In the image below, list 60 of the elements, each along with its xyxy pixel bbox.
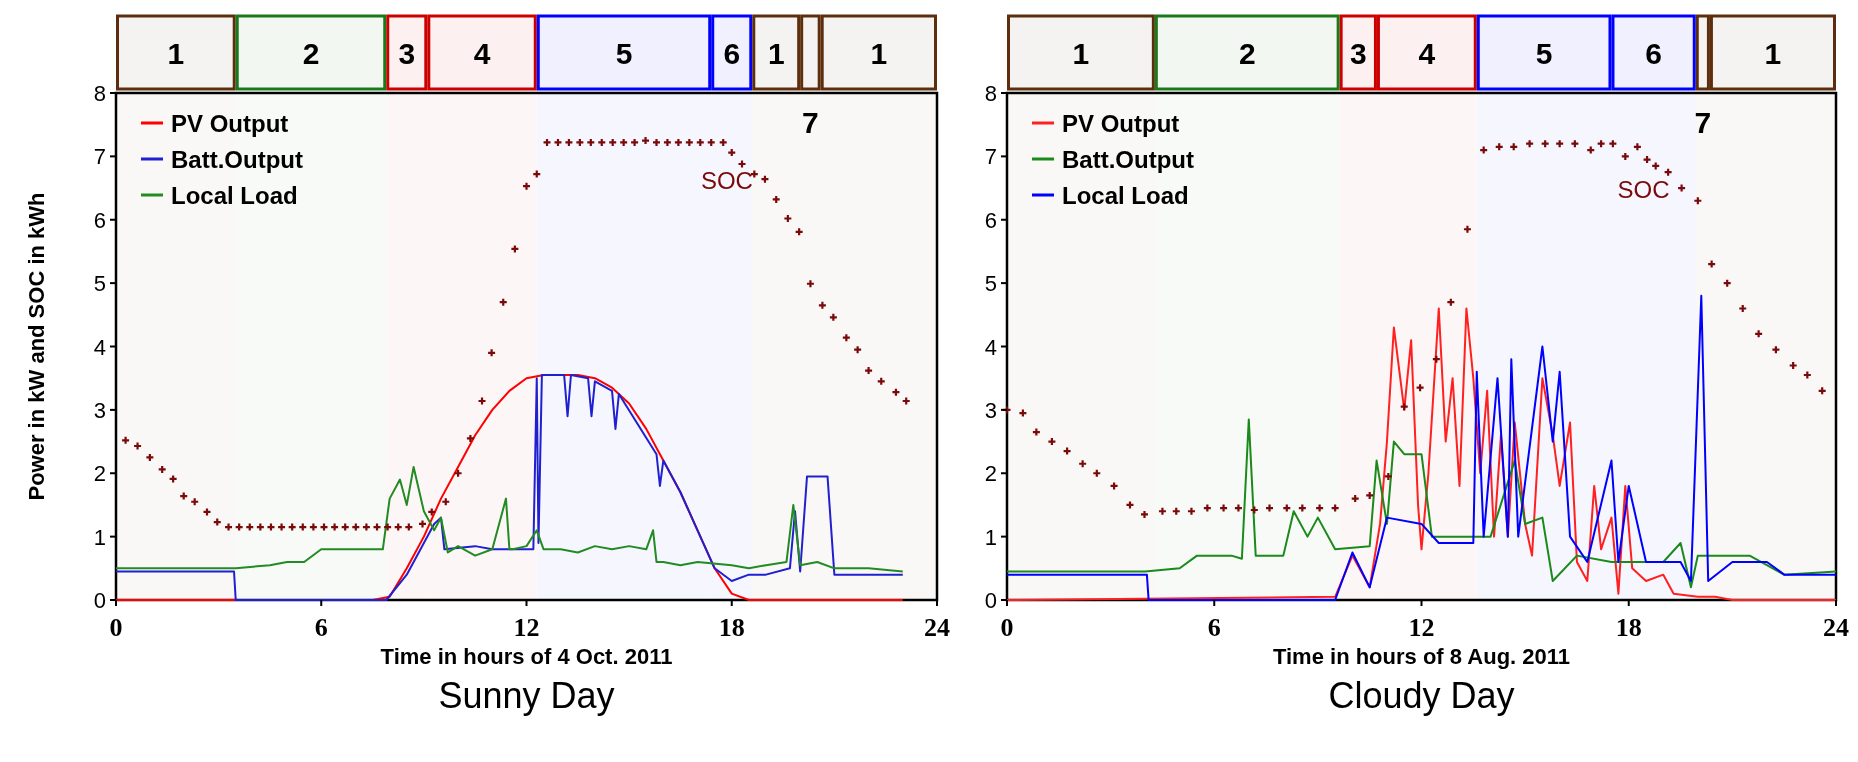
band-label: 4 — [473, 36, 491, 70]
y-tick-label: 1 — [984, 524, 997, 550]
legend-label: PV Output — [1062, 110, 1180, 137]
band-label: 7 — [1694, 106, 1712, 139]
legend-label: Local Load — [1062, 182, 1189, 209]
point — [1677, 183, 1687, 193]
band-label: 1 — [1764, 36, 1782, 70]
y-tick-label: 4 — [93, 334, 106, 360]
band-label: 6 — [723, 36, 741, 70]
y-tick-label: 8 — [984, 81, 997, 106]
y-tick-label: 2 — [984, 461, 997, 487]
x-tick-label: 12 — [1408, 613, 1435, 642]
x-tick-label: 12 — [513, 613, 540, 642]
x-tick-label: 6 — [314, 613, 328, 642]
y-tick-label: 0 — [984, 588, 997, 613]
x-axis-title: Time in hours of 4 Oct. 2011 — [380, 644, 673, 669]
legend-label: Batt.Output — [1062, 146, 1194, 173]
band-label: 1 — [1072, 36, 1090, 70]
band-label: 3 — [1349, 36, 1367, 70]
y-tick-label: 3 — [93, 397, 106, 423]
line-series — [1006, 418, 1837, 589]
band-label: 2 — [1238, 36, 1256, 70]
band-label: 1 — [167, 36, 185, 70]
x-tick-label: 18 — [1615, 613, 1642, 642]
y-axis-title: Power in kW and SOC in kWh — [24, 192, 49, 501]
y-tick-label: 5 — [93, 271, 106, 297]
y-tick-label: 5 — [984, 271, 997, 297]
band-label: 7 — [802, 106, 819, 139]
x-tick-label: 24 — [924, 613, 950, 642]
series-label: SOC — [1617, 176, 1670, 204]
y-tick-label: 0 — [93, 588, 106, 613]
band-label: 2 — [302, 36, 320, 70]
text: Sunny Day — [438, 675, 615, 716]
y-tick-label: 3 — [984, 397, 997, 423]
y-tick-label: 2 — [93, 461, 106, 487]
legend-label: Local Load — [171, 182, 298, 209]
x-tick-label: 24 — [1823, 613, 1849, 642]
line-series — [115, 465, 904, 573]
x-tick-label: 18 — [718, 613, 745, 642]
y-tick-label: 6 — [984, 207, 997, 233]
line-series — [115, 374, 904, 601]
band-label: 4 — [1418, 36, 1436, 70]
band-label: 5 — [1535, 36, 1553, 70]
y-tick-label: 1 — [93, 524, 106, 550]
y-tick-label: 8 — [93, 81, 106, 106]
x-axis-title: Time in hours of 8 Aug. 2011 — [1272, 644, 1571, 669]
text: Cloudy Day — [1328, 675, 1515, 716]
legend-label: PV Output — [171, 110, 289, 137]
x-tick-label: 6 — [1207, 613, 1221, 642]
band-label: 3 — [398, 36, 416, 70]
y-tick-label: 7 — [984, 144, 997, 170]
band-label: 6 — [1645, 36, 1662, 70]
y-tick-label: 4 — [984, 334, 997, 360]
band-label: 1 — [870, 36, 888, 70]
y-tick-label: 7 — [93, 144, 106, 170]
series-label: SOC — [700, 167, 753, 195]
y-tick-label: 6 — [93, 207, 106, 233]
band-label: 5 — [615, 36, 633, 70]
band-label: 1 — [767, 36, 785, 70]
legend-label: Batt.Output — [171, 146, 303, 173]
